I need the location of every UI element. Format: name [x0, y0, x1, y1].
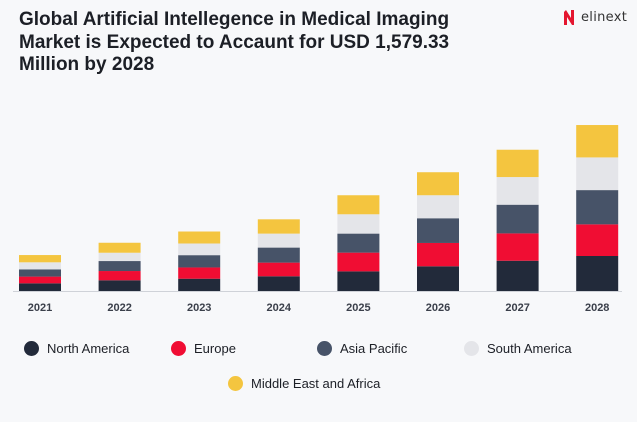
x-tick-label: 2024 — [267, 302, 292, 314]
bar-segment-2028-middle-east-and-africa — [576, 125, 619, 158]
bar-segment-2026-asia-pacific — [417, 218, 459, 243]
bar-segment-2023-north-america — [178, 278, 221, 291]
x-tick-label: 2026 — [426, 302, 450, 314]
bar-segment-2021-south-america — [19, 262, 61, 270]
elinext-logo-text: elinext — [581, 10, 628, 25]
legend-item: Europe — [171, 341, 236, 356]
legend-swatch — [317, 341, 332, 356]
bar-segment-2024-north-america — [257, 276, 300, 291]
bar-segment-2025-europe — [337, 252, 380, 272]
bar-segment-2027-south-america — [496, 177, 539, 205]
bar-segment-2026-middle-east-and-africa — [417, 172, 459, 196]
bar-segment-2022-europe — [98, 271, 141, 281]
bar-segment-2022-north-america — [98, 280, 141, 291]
legend-swatch — [24, 341, 39, 356]
legend-label: Europe — [194, 341, 236, 356]
legend-swatch — [464, 341, 479, 356]
bar-segment-2024-middle-east-and-africa — [257, 219, 300, 234]
legend-swatch — [228, 376, 243, 391]
x-tick-label: 2025 — [346, 302, 370, 314]
bar-segment-2027-europe — [496, 233, 539, 261]
bar-segment-2026-north-america — [417, 266, 459, 291]
bar-segment-2025-middle-east-and-africa — [337, 195, 380, 215]
bar-segment-2023-europe — [178, 267, 221, 279]
x-tick-label: 2022 — [107, 302, 131, 314]
bar-segment-2024-europe — [257, 262, 300, 277]
legend-label: South America — [487, 341, 572, 356]
bar-segment-2024-asia-pacific — [257, 247, 300, 263]
bar-segment-2023-middle-east-and-africa — [178, 231, 221, 244]
bar-segment-2025-asia-pacific — [337, 233, 380, 253]
bar-segment-2028-asia-pacific — [576, 190, 619, 225]
bar-segment-2021-asia-pacific — [19, 269, 61, 277]
legend-label: North America — [47, 341, 130, 356]
bar-segment-2024-south-america — [257, 233, 300, 248]
bar-segment-2021-europe — [19, 276, 61, 284]
bar-segment-2028-south-america — [576, 157, 619, 191]
bar-segment-2022-south-america — [98, 252, 141, 262]
x-tick-label: 2021 — [28, 302, 52, 314]
bar-segment-2027-middle-east-and-africa — [496, 149, 539, 178]
legend-item: Asia Pacific — [317, 341, 407, 356]
bar-segment-2023-south-america — [178, 243, 221, 256]
x-tick-label: 2023 — [187, 302, 211, 314]
bar-segment-2025-north-america — [337, 271, 380, 291]
bar-segment-2025-south-america — [337, 214, 380, 234]
legend-item: North America — [24, 341, 129, 356]
legend-item: South America — [464, 341, 572, 356]
bar-segment-2026-south-america — [417, 195, 459, 219]
bar-segment-2021-north-america — [19, 283, 61, 291]
bar-segment-2027-asia-pacific — [496, 204, 539, 234]
legend-label: Middle East and Africa — [251, 376, 381, 391]
x-tick-label: 2028 — [585, 302, 609, 314]
legend-swatch — [171, 341, 186, 356]
legend-item: Middle East and Africa — [228, 376, 380, 391]
legend-label: Asia Pacific — [340, 341, 408, 356]
elinext-logo: elinext — [563, 9, 627, 26]
bar-segment-2022-middle-east-and-africa — [98, 242, 141, 253]
bar-segment-2028-north-america — [576, 255, 619, 291]
bar-segment-2028-europe — [576, 224, 619, 256]
elinext-logo-icon — [564, 10, 574, 25]
bar-segment-2027-north-america — [496, 260, 539, 291]
bar-segment-2023-asia-pacific — [178, 255, 221, 268]
chart-title: Global Artificial Intellegence in Medica… — [19, 9, 450, 75]
bar-segment-2026-europe — [417, 242, 459, 267]
bar-segment-2021-middle-east-and-africa — [19, 255, 61, 263]
bar-segment-2022-asia-pacific — [98, 261, 141, 272]
x-tick-label: 2027 — [505, 302, 529, 314]
